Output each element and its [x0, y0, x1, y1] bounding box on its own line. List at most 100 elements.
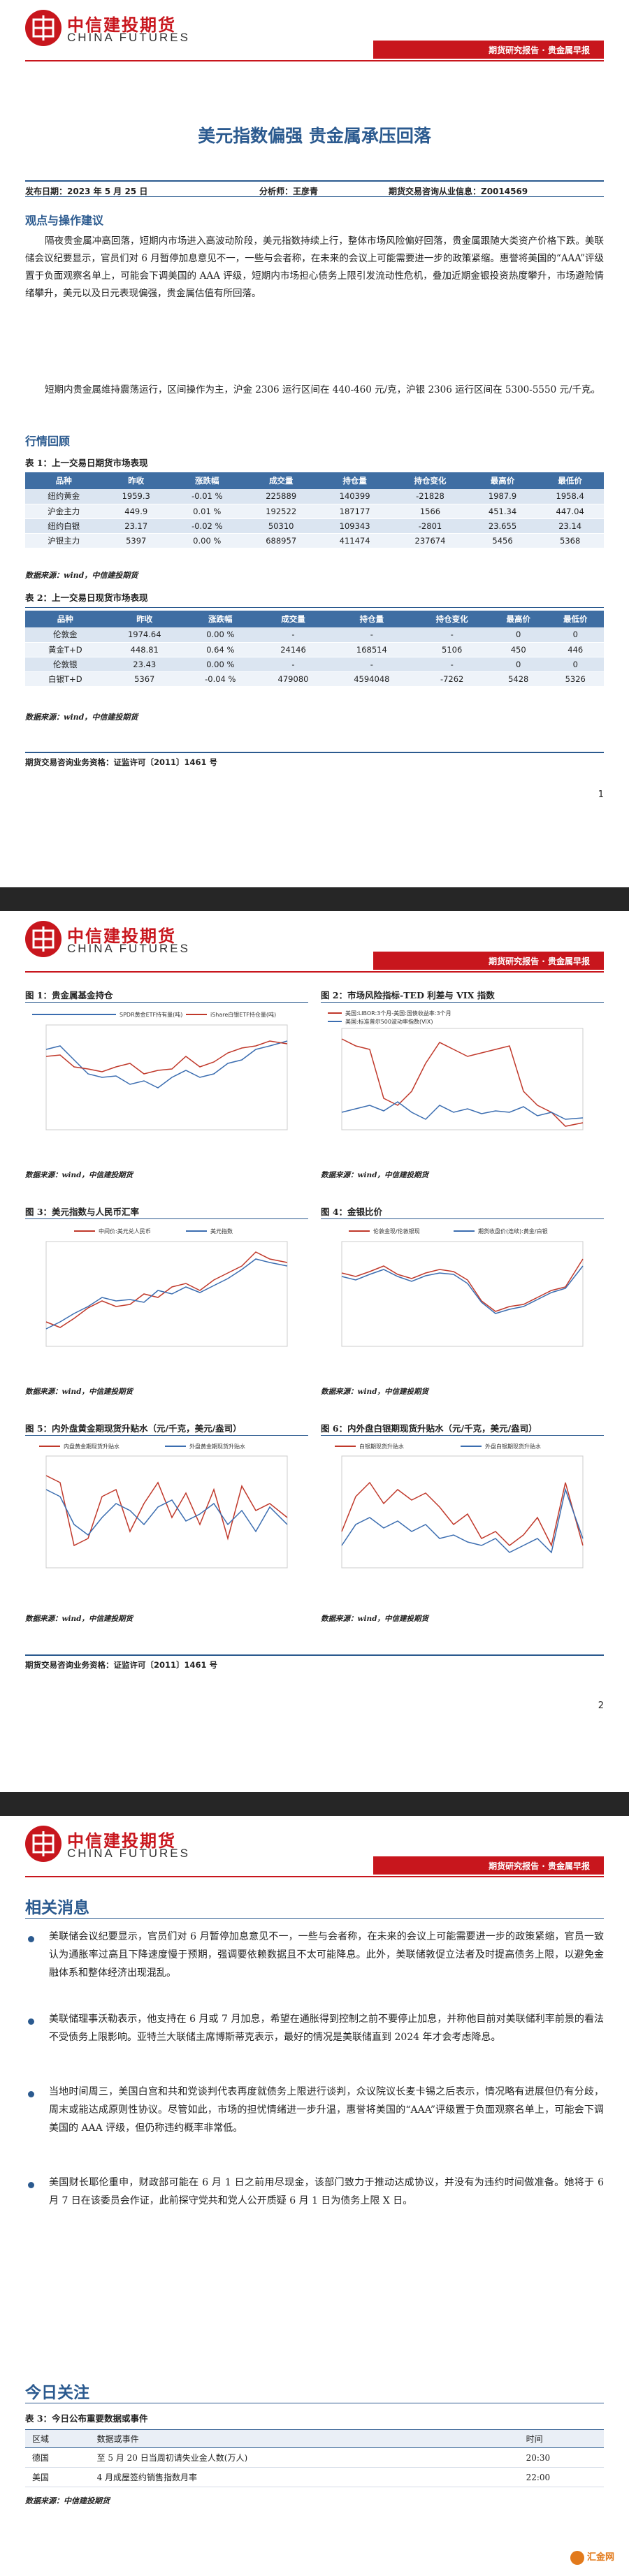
table-cell: 5367 — [105, 671, 184, 687]
table-cell: 德国 — [25, 2447, 90, 2468]
figure-4-caption: 图 4：金银比价 — [321, 1207, 383, 1217]
page1-number: 1 — [598, 789, 604, 800]
table-cell: - — [256, 657, 330, 672]
table-cell: 23.43 — [105, 657, 184, 672]
bullet-icon — [28, 1936, 34, 1942]
table-cell: 美国 — [25, 2467, 90, 2487]
page-header: 中信建投期货 CHINA FUTURES 期货研究报告 · 贵金属早报 — [25, 911, 604, 973]
table-cell: 1987.9 — [468, 489, 537, 504]
report-type-bar: 期货研究报告 · 贵金属早报 — [373, 1856, 604, 1875]
table-cell: 伦敦金 — [25, 627, 106, 643]
figure-6-chart: 白银期现货升贴水 外盘白银期现货升贴水 — [335, 1443, 584, 1569]
table-cell: - — [414, 657, 490, 672]
table-cell: 沪银主力 — [25, 533, 103, 548]
table-row: 纽约黄金 1959.3 -0.01 % 225889 140399 -21828 1987.… — [25, 489, 604, 504]
page-2: 中信建投期货 CHINA FUTURES 期货研究报告 · 贵金属早报 图 1：… — [0, 911, 629, 1792]
figure-1-legend-1: SPDR黄金ETF持有量(吨) — [120, 1011, 182, 1018]
figure-rule — [25, 1218, 308, 1219]
table-cell: 0 — [547, 657, 604, 672]
table-cell: 0.00 % — [170, 533, 245, 548]
table-cell: 187177 — [317, 504, 392, 519]
figure-3-chart: 中间价:美元兑人民币 美元指数 — [45, 1228, 288, 1347]
table-cell: 24146 — [256, 642, 330, 657]
table-header-cell: 区域 — [25, 2429, 90, 2448]
figure-6: 图 6：内外盘白银期现货升贴水（元/千克，美元/盎司） 白银期现货升贴水 外盘白… — [321, 1421, 604, 1624]
bullet-icon — [28, 2091, 34, 2097]
header-rule — [25, 971, 604, 973]
table-cell: 450 — [489, 642, 547, 657]
table-cell: 192522 — [244, 504, 318, 519]
table-cell: 20:30 — [519, 2447, 604, 2468]
figure-5-chart: 内盘黄金期现货升贴水 外盘黄金期现货升贴水 — [39, 1443, 288, 1569]
table-header-cell: 昨收 — [102, 472, 171, 489]
table-cell: 451.34 — [468, 504, 537, 519]
watermark-icon — [570, 2550, 584, 2565]
header-rule — [25, 1876, 604, 1877]
figure-2: 图 2：市场风险指标-TED 利差与 VIX 指数 美国:LIBOR:3个月-美… — [321, 988, 604, 1180]
license-info: 期货交易咨询从业信息：Z0014569 — [389, 187, 528, 196]
news-item-2: 美联储理事沃勒表示，他支持在 6 月或 7 月加息，希望在通胀得到控制之前不要停… — [49, 2014, 604, 2043]
table-row: 白银T+D 5367 -0.04 % 479080 4594048 -7262 5428 53… — [25, 671, 604, 687]
figure-1-legend-2: iShare白银ETF持仓量(吨) — [210, 1011, 276, 1018]
table-row: 伦敦金 1974.64 0.00 % - - -0 0 — [25, 627, 604, 643]
figure-4-chart: 伦敦金现/伦敦银现 期货收盘价(连续):黄金/白银 — [341, 1228, 584, 1347]
table-cell: 23.655 — [468, 518, 537, 534]
figure-rule — [321, 1435, 604, 1436]
figure-1-source: 数据来源：wind，中信建投期货 — [25, 1171, 133, 1179]
table1-caption: 表 1：上一交易日期货市场表现 — [25, 458, 148, 468]
report-meta: 发布日期：2023 年 5 月 25 日 分析师：王彦青 期货交易咨询从业信息：… — [25, 180, 604, 197]
table-cell: -2801 — [391, 518, 469, 534]
table-header-cell: 最低价 — [536, 472, 604, 489]
figure-3: 图 3：美元指数与人民币汇率 中间价:美元兑人民币 美元指数 数据来源：wind… — [25, 1205, 308, 1397]
news-item-1: 美联储会议纪要显示，官员们对 6 月暂停加息意见不一，一些与会者称，在未来的会议… — [49, 1931, 604, 1979]
table-header-cell: 涨跌幅 — [170, 472, 245, 489]
table-cell: 纽约白银 — [25, 518, 103, 534]
figure-2-caption: 图 2：市场风险指标-TED 利差与 VIX 指数 — [321, 990, 495, 1000]
table-header-cell: 昨收 — [105, 611, 184, 627]
table-cell: 1974.64 — [105, 627, 184, 643]
table-header-cell: 持仓变化 — [391, 472, 469, 489]
page-header: 中信建投期货 CHINA FUTURES 期货研究报告 · 贵金属早报 — [25, 1816, 604, 1877]
company-logo: 中信建投期货 CHINA FUTURES — [25, 1826, 249, 1865]
figure-3-legend-2: 美元指数 — [210, 1228, 233, 1235]
table-cell: 5368 — [536, 533, 604, 548]
page-gap — [0, 887, 629, 911]
table-header-cell: 持仓量 — [317, 472, 392, 489]
table-cell: 5326 — [547, 671, 604, 687]
table-row: 德国至 5 月 20 日当周初请失业金人数(万人) 20:30 — [25, 2447, 604, 2468]
figure-rule — [25, 1435, 308, 1436]
figure-rule — [25, 1002, 308, 1003]
table-header-cell: 成交量 — [256, 611, 330, 627]
logo-mark-icon — [25, 1826, 62, 1862]
table-cell: 0.01 % — [170, 504, 245, 519]
page-gap — [0, 1792, 629, 1816]
table-cell: 23.17 — [102, 518, 171, 534]
news-item-4: 美国财长耶伦重申，财政部可能在 6 月 1 日之前用尽现金，该部门致力于推动达成… — [49, 2177, 604, 2206]
table-row: 伦敦银 23.43 0.00 % - - -0 0 — [25, 657, 604, 672]
table-cell: 448.81 — [105, 642, 184, 657]
table-cell: 237674 — [391, 533, 469, 548]
figure-5-legend-1: 内盘黄金期现货升贴水 — [64, 1443, 120, 1450]
table3-caption: 表 3：今日公布重要数据或事件 — [25, 2413, 148, 2424]
table-header-cell: 持仓量 — [329, 611, 414, 627]
page-header: 中信建投期货 CHINA FUTURES 期货研究报告 · 贵金属早报 — [25, 0, 604, 61]
table-header-cell: 持仓变化 — [414, 611, 490, 627]
table-cell: 0.00 % — [183, 627, 257, 643]
figure-2-legend-2: 美国:标准普尔500波动率指数(VIX) — [345, 1018, 433, 1025]
table-cell: -0.04 % — [183, 671, 257, 687]
logo-en-text: CHINA FUTURES — [67, 31, 190, 44]
table-cell: 黄金T+D — [25, 642, 106, 657]
table-header-cell: 最高价 — [468, 472, 537, 489]
table-cell: 0 — [547, 627, 604, 643]
report-type-bar: 期货研究报告 · 贵金属早报 — [373, 952, 604, 970]
bullet-icon — [28, 2018, 34, 2025]
figure-5: 图 5：内外盘黄金期现货升贴水（元/千克，美元/盎司） 内盘黄金期现货升贴水 外… — [25, 1421, 308, 1624]
news-item-3: 当地时间周三，美国白宫和共和党谈判代表再度就债务上限进行谈判，众议院议长麦卡锡之… — [49, 2086, 604, 2134]
table-cell: 225889 — [244, 489, 318, 504]
table-cell: 沪金主力 — [25, 504, 103, 519]
table-cell: 449.9 — [102, 504, 171, 519]
report-type-bar: 期货研究报告 · 贵金属早报 — [373, 41, 604, 59]
figure-4-legend-2: 期货收盘价(连续):黄金/白银 — [478, 1228, 548, 1235]
section-view-title: 观点与操作建议 — [25, 214, 104, 227]
table-cell: 0 — [489, 627, 547, 643]
